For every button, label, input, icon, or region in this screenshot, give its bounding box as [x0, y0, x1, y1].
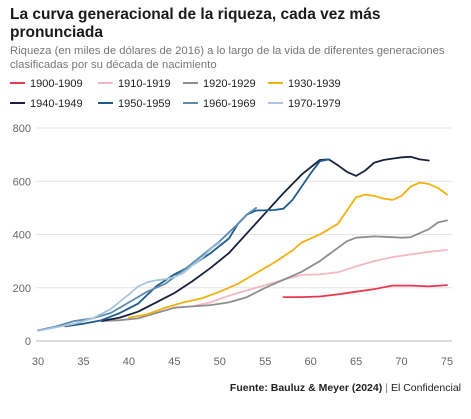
- y-tick-label: 0: [25, 336, 31, 348]
- legend-label: 1970-1979: [288, 98, 341, 110]
- series-line-1950-1959: [64, 158, 330, 328]
- legend-label: 1900-1909: [30, 78, 83, 90]
- x-tick-label: 75: [441, 356, 453, 368]
- legend-label: 1920-1929: [203, 78, 256, 90]
- legend-swatch: [10, 82, 25, 85]
- y-tick-label: 800: [13, 123, 31, 135]
- legend-swatch: [268, 82, 283, 85]
- chart-subtitle: Riqueza (en miles de dólares de 2016) a …: [10, 45, 445, 71]
- chart-title: La curva generacional de la riqueza, cad…: [10, 6, 381, 41]
- legend-label: 1960-1969: [203, 98, 256, 110]
- series-line-1910-1919: [191, 249, 448, 308]
- outlet-name: El Confidencial: [390, 382, 461, 394]
- x-tick-label: 30: [32, 356, 44, 368]
- legend-swatch: [183, 102, 198, 105]
- legend-swatch: [10, 102, 25, 105]
- legend-item-1920-1929: 1920-1929: [183, 78, 256, 90]
- series-line-1920-1929: [100, 219, 448, 322]
- x-tick-label: 35: [77, 356, 89, 368]
- legend-swatch: [98, 82, 113, 85]
- legend-item-1960-1969: 1960-1969: [183, 98, 256, 110]
- legend-item-1950-1959: 1950-1959: [98, 98, 171, 110]
- x-tick-label: 45: [168, 356, 180, 368]
- series-line-1930-1939: [128, 181, 448, 319]
- series-line-1900-1909: [282, 284, 448, 298]
- legend-item-1900-1909: 1900-1909: [10, 78, 83, 90]
- x-tick-label: 70: [395, 356, 407, 368]
- series-line-1940-1949: [100, 155, 430, 322]
- legend-swatch: [183, 82, 198, 85]
- y-tick-label: 200: [13, 283, 31, 295]
- legend-swatch: [98, 102, 113, 105]
- x-tick-label: 60: [305, 356, 317, 368]
- source-note: Fuente: Bauluz & Meyer (2024): [229, 382, 383, 394]
- legend-swatch: [268, 102, 283, 105]
- x-tick-label: 55: [259, 356, 271, 368]
- legend-label: 1910-1919: [118, 78, 171, 90]
- y-tick-label: 600: [13, 176, 31, 188]
- series-line-1960-1969: [37, 207, 257, 332]
- x-tick-label: 50: [214, 356, 226, 368]
- legend-label: 1930-1939: [288, 78, 341, 90]
- legend-item-1930-1939: 1930-1939: [268, 78, 341, 90]
- legend-item-1940-1949: 1940-1949: [10, 98, 83, 110]
- footer: Fuente: Bauluz & Meyer (2024) | El Confide…: [230, 382, 461, 394]
- x-tick-label: 65: [350, 356, 362, 368]
- series-line-1970-1979: [37, 241, 221, 332]
- legend-label: 1940-1949: [30, 98, 83, 110]
- legend-item-1910-1919: 1910-1919: [98, 78, 171, 90]
- y-tick-label: 400: [13, 230, 31, 242]
- legend-label: 1950-1959: [118, 98, 171, 110]
- footer-separator: |: [385, 382, 388, 394]
- legend-item-1970-1979: 1970-1979: [268, 98, 341, 110]
- x-tick-label: 40: [123, 356, 135, 368]
